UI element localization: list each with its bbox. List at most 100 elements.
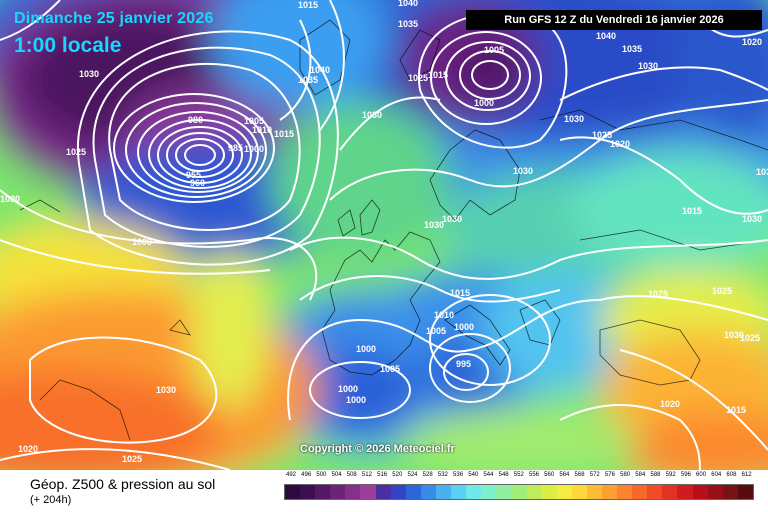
color-legend: 492 496 500 504 508 512 516 520 524 528 532 536 540 5… — [284, 472, 756, 500]
legend-tick: 496 — [301, 472, 312, 478]
svg-text:1000: 1000 — [454, 322, 474, 332]
svg-text:980: 980 — [188, 115, 203, 125]
legend-tick: 552 — [513, 472, 524, 478]
isobars — [0, 0, 768, 470]
legend-swatch — [390, 485, 406, 499]
legend-swatch — [692, 485, 708, 499]
legend-tick: 536 — [453, 472, 464, 478]
svg-text:1025: 1025 — [408, 73, 428, 83]
svg-text:1000: 1000 — [346, 395, 366, 405]
svg-text:995: 995 — [456, 359, 471, 369]
legend-tick: 580 — [620, 472, 631, 478]
svg-text:1015: 1015 — [450, 288, 470, 298]
svg-text:1010: 1010 — [434, 310, 454, 320]
legend-swatch — [571, 485, 587, 499]
legend-swatch — [586, 485, 602, 499]
svg-text:1020: 1020 — [18, 444, 38, 454]
legend-swatch — [722, 485, 738, 499]
forecast-date: Dimanche 25 janvier 2026 — [14, 10, 214, 27]
legend-tick: 548 — [498, 472, 509, 478]
legend-swatch — [496, 485, 512, 499]
legend-swatch — [300, 485, 316, 499]
svg-text:960: 960 — [190, 178, 205, 188]
legend-swatch — [405, 485, 421, 499]
svg-text:1015: 1015 — [428, 70, 448, 80]
legend-tick-labels: 492 496 500 504 508 512 516 520 524 528 532 536 540 5… — [284, 472, 754, 478]
svg-text:1005: 1005 — [244, 116, 264, 126]
legend-tick: 520 — [392, 472, 403, 478]
svg-text:1030: 1030 — [638, 61, 658, 71]
svg-text:1030: 1030 — [742, 214, 762, 224]
svg-text:1025: 1025 — [740, 333, 760, 343]
chart-footer: Géop. Z500 & pression au sol (+ 204h) 49… — [0, 470, 768, 512]
legend-tick: 568 — [574, 472, 585, 478]
legend-tick: 500 — [316, 472, 327, 478]
legend-tick: 532 — [437, 472, 448, 478]
chart-title: Géop. Z500 & pression au sol — [30, 476, 216, 492]
svg-text:1030: 1030 — [362, 110, 382, 120]
legend-tick: 612 — [741, 472, 752, 478]
legend-swatch — [435, 485, 452, 499]
svg-text:1015: 1015 — [726, 405, 746, 415]
legend-tick: 540 — [468, 472, 479, 478]
legend-swatch — [330, 485, 346, 499]
legend-tick: 604 — [711, 472, 722, 478]
svg-text:1040: 1040 — [596, 31, 616, 41]
legend-tick: 504 — [331, 472, 342, 478]
legend-tick: 524 — [407, 472, 418, 478]
legend-tick: 592 — [665, 472, 676, 478]
legend-tick: 564 — [559, 472, 570, 478]
legend-tick: 596 — [680, 472, 691, 478]
legend-color-bar — [284, 484, 754, 500]
legend-tick: 560 — [544, 472, 555, 478]
legend-swatch — [420, 485, 436, 499]
svg-text:1020: 1020 — [742, 37, 762, 47]
isobar-labels: 1015 1040 1035 1040 1035 1030 1025 1015 … — [0, 0, 768, 464]
legend-swatch — [511, 485, 527, 499]
svg-text:1015: 1015 — [298, 0, 318, 10]
svg-text:1005: 1005 — [484, 45, 504, 55]
svg-text:1030: 1030 — [513, 166, 533, 176]
legend-tick: 516 — [377, 472, 388, 478]
legend-swatch — [662, 485, 678, 499]
legend-tick: 544 — [483, 472, 494, 478]
legend-tick: 576 — [604, 472, 615, 478]
svg-text:955: 955 — [186, 170, 201, 180]
legend-swatch — [556, 485, 572, 499]
copyright-notice: Copyright © 2026 Meteociel.fr — [300, 443, 455, 455]
svg-text:1005: 1005 — [380, 364, 400, 374]
svg-text:1030: 1030 — [756, 167, 768, 177]
legend-tick: 512 — [361, 472, 372, 478]
legend-swatch — [375, 485, 391, 499]
legend-swatch — [677, 485, 693, 499]
legend-swatch — [285, 485, 301, 499]
svg-text:1000: 1000 — [338, 384, 358, 394]
svg-text:1030: 1030 — [724, 330, 744, 340]
legend-tick: 608 — [726, 472, 737, 478]
svg-text:1020: 1020 — [610, 139, 630, 149]
legend-swatch — [315, 485, 331, 499]
svg-text:1035: 1035 — [622, 44, 642, 54]
svg-text:1010: 1010 — [252, 125, 272, 135]
svg-text:1040: 1040 — [310, 65, 330, 75]
svg-text:1030: 1030 — [79, 69, 99, 79]
legend-swatch — [601, 485, 618, 499]
svg-text:1035: 1035 — [298, 75, 318, 85]
svg-text:985: 985 — [228, 143, 243, 153]
weather-map: 1015 1040 1035 1040 1035 1030 1025 1015 … — [0, 0, 768, 470]
svg-text:1035: 1035 — [398, 19, 418, 29]
svg-text:1020: 1020 — [660, 399, 680, 409]
legend-swatch — [481, 485, 497, 499]
svg-text:1030: 1030 — [424, 220, 444, 230]
legend-tick: 572 — [589, 472, 600, 478]
svg-text:1025: 1025 — [712, 286, 732, 296]
legend-swatch — [451, 485, 467, 499]
legend-swatch — [707, 485, 723, 499]
svg-text:1025: 1025 — [122, 454, 142, 464]
svg-text:1015: 1015 — [274, 129, 294, 139]
svg-text:1025: 1025 — [592, 130, 612, 140]
svg-text:1030: 1030 — [156, 385, 176, 395]
legend-swatch — [360, 485, 376, 499]
legend-swatch — [617, 485, 633, 499]
